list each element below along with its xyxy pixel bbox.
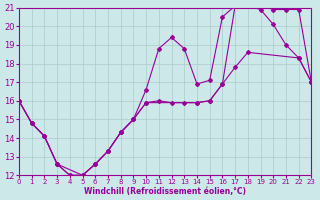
X-axis label: Windchill (Refroidissement éolien,°C): Windchill (Refroidissement éolien,°C) <box>84 187 246 196</box>
